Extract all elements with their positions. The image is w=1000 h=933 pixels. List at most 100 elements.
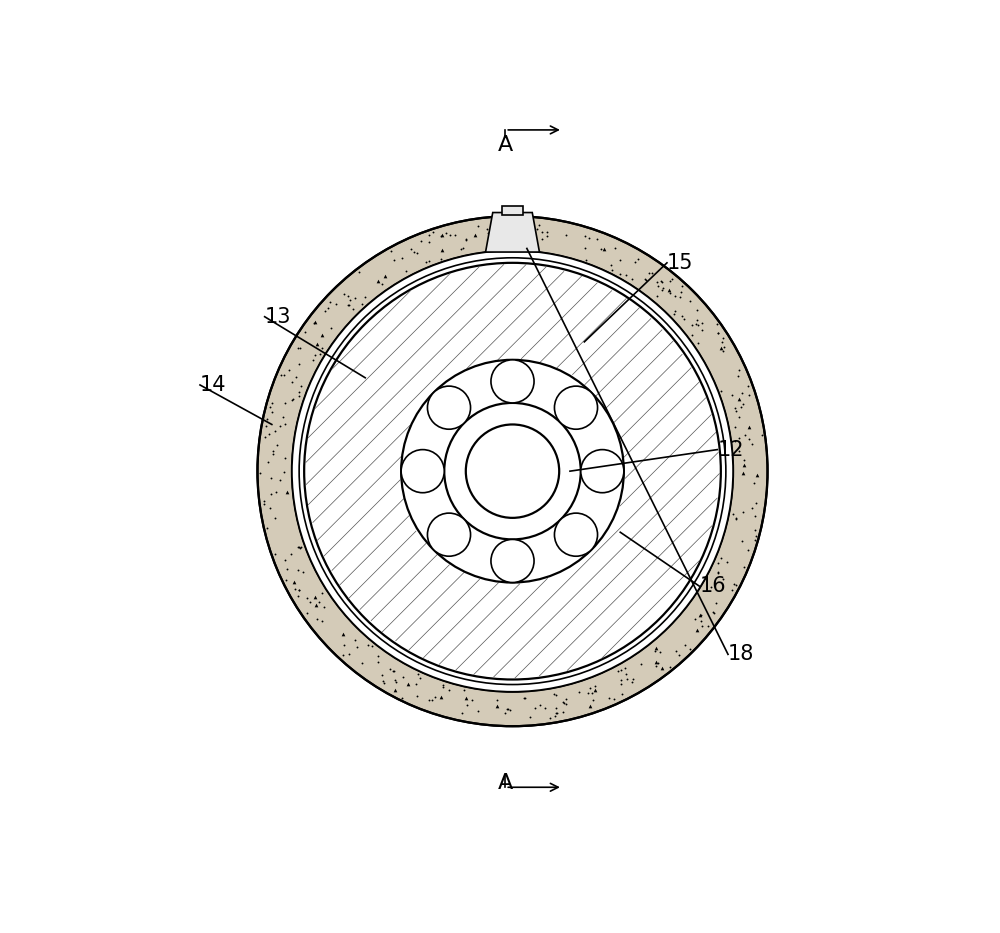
Point [740, 379, 756, 394]
Point [581, 230, 597, 245]
Point [522, 710, 538, 725]
Point [252, 466, 268, 480]
Point [662, 285, 678, 300]
Point [749, 467, 765, 482]
Point [418, 255, 434, 270]
Point [470, 218, 486, 233]
Point [736, 453, 752, 468]
Point [618, 267, 634, 282]
Point [728, 512, 744, 527]
Point [637, 272, 653, 286]
Point [731, 410, 747, 425]
Point [747, 533, 763, 548]
Point [688, 316, 704, 331]
Point [571, 685, 587, 700]
Point [277, 396, 293, 411]
Point [394, 690, 410, 705]
Point [374, 276, 390, 291]
Point [532, 698, 548, 713]
Point [264, 395, 280, 410]
Circle shape [491, 539, 534, 582]
Point [421, 227, 437, 242]
Point [549, 705, 565, 720]
Point [585, 692, 601, 707]
Point [309, 336, 325, 351]
Point [690, 318, 706, 333]
Point [272, 419, 288, 434]
Point [281, 362, 297, 377]
Point [409, 689, 425, 703]
Point [259, 521, 275, 536]
Text: 14: 14 [200, 375, 226, 395]
Point [278, 573, 294, 588]
Point [613, 677, 629, 692]
Point [267, 424, 283, 439]
Point [277, 416, 293, 431]
Point [728, 578, 744, 593]
Point [747, 522, 763, 537]
Circle shape [427, 513, 471, 556]
Point [706, 606, 722, 620]
Point [458, 232, 474, 247]
Point [613, 662, 629, 677]
Point [421, 235, 437, 250]
Point [267, 510, 283, 525]
Point [438, 226, 454, 241]
Point [726, 577, 742, 592]
Point [288, 370, 304, 385]
Point [269, 438, 285, 453]
Point [682, 293, 698, 308]
Point [735, 397, 751, 411]
Text: 13: 13 [265, 307, 291, 327]
Point [603, 258, 619, 272]
Text: 16: 16 [699, 576, 726, 596]
Point [425, 225, 441, 240]
Point [291, 356, 307, 371]
Point [612, 267, 628, 282]
Text: A: A [498, 135, 513, 155]
Point [314, 614, 330, 629]
Point [582, 681, 598, 696]
Point [285, 392, 301, 407]
Point [558, 697, 574, 712]
Point [733, 399, 749, 414]
Point [370, 648, 386, 663]
Point [256, 494, 272, 508]
Point [351, 265, 367, 280]
Point [624, 272, 640, 286]
Point [747, 508, 763, 523]
Point [453, 242, 469, 257]
Point [464, 692, 480, 707]
Point [700, 619, 716, 634]
Point [383, 244, 399, 258]
Point [668, 643, 684, 658]
Point [336, 637, 352, 652]
Point [394, 250, 410, 265]
Point [612, 253, 628, 268]
Point [709, 317, 725, 332]
Point [649, 274, 665, 289]
Circle shape [401, 450, 444, 493]
Point [370, 273, 386, 288]
Point [375, 674, 391, 689]
Polygon shape [502, 206, 523, 215]
Point [601, 690, 617, 705]
Point [447, 228, 463, 243]
Point [268, 485, 284, 500]
Point [433, 689, 449, 704]
Point [293, 379, 309, 394]
Point [713, 341, 729, 355]
Point [664, 272, 680, 286]
Point [534, 231, 550, 246]
Point [409, 245, 425, 260]
Point [342, 293, 358, 308]
Point [341, 647, 357, 661]
Circle shape [292, 251, 733, 691]
Point [744, 437, 760, 452]
Point [442, 228, 458, 243]
Point [724, 583, 740, 598]
Point [516, 691, 532, 706]
Point [527, 701, 543, 716]
Polygon shape [486, 213, 539, 252]
Point [276, 368, 292, 383]
